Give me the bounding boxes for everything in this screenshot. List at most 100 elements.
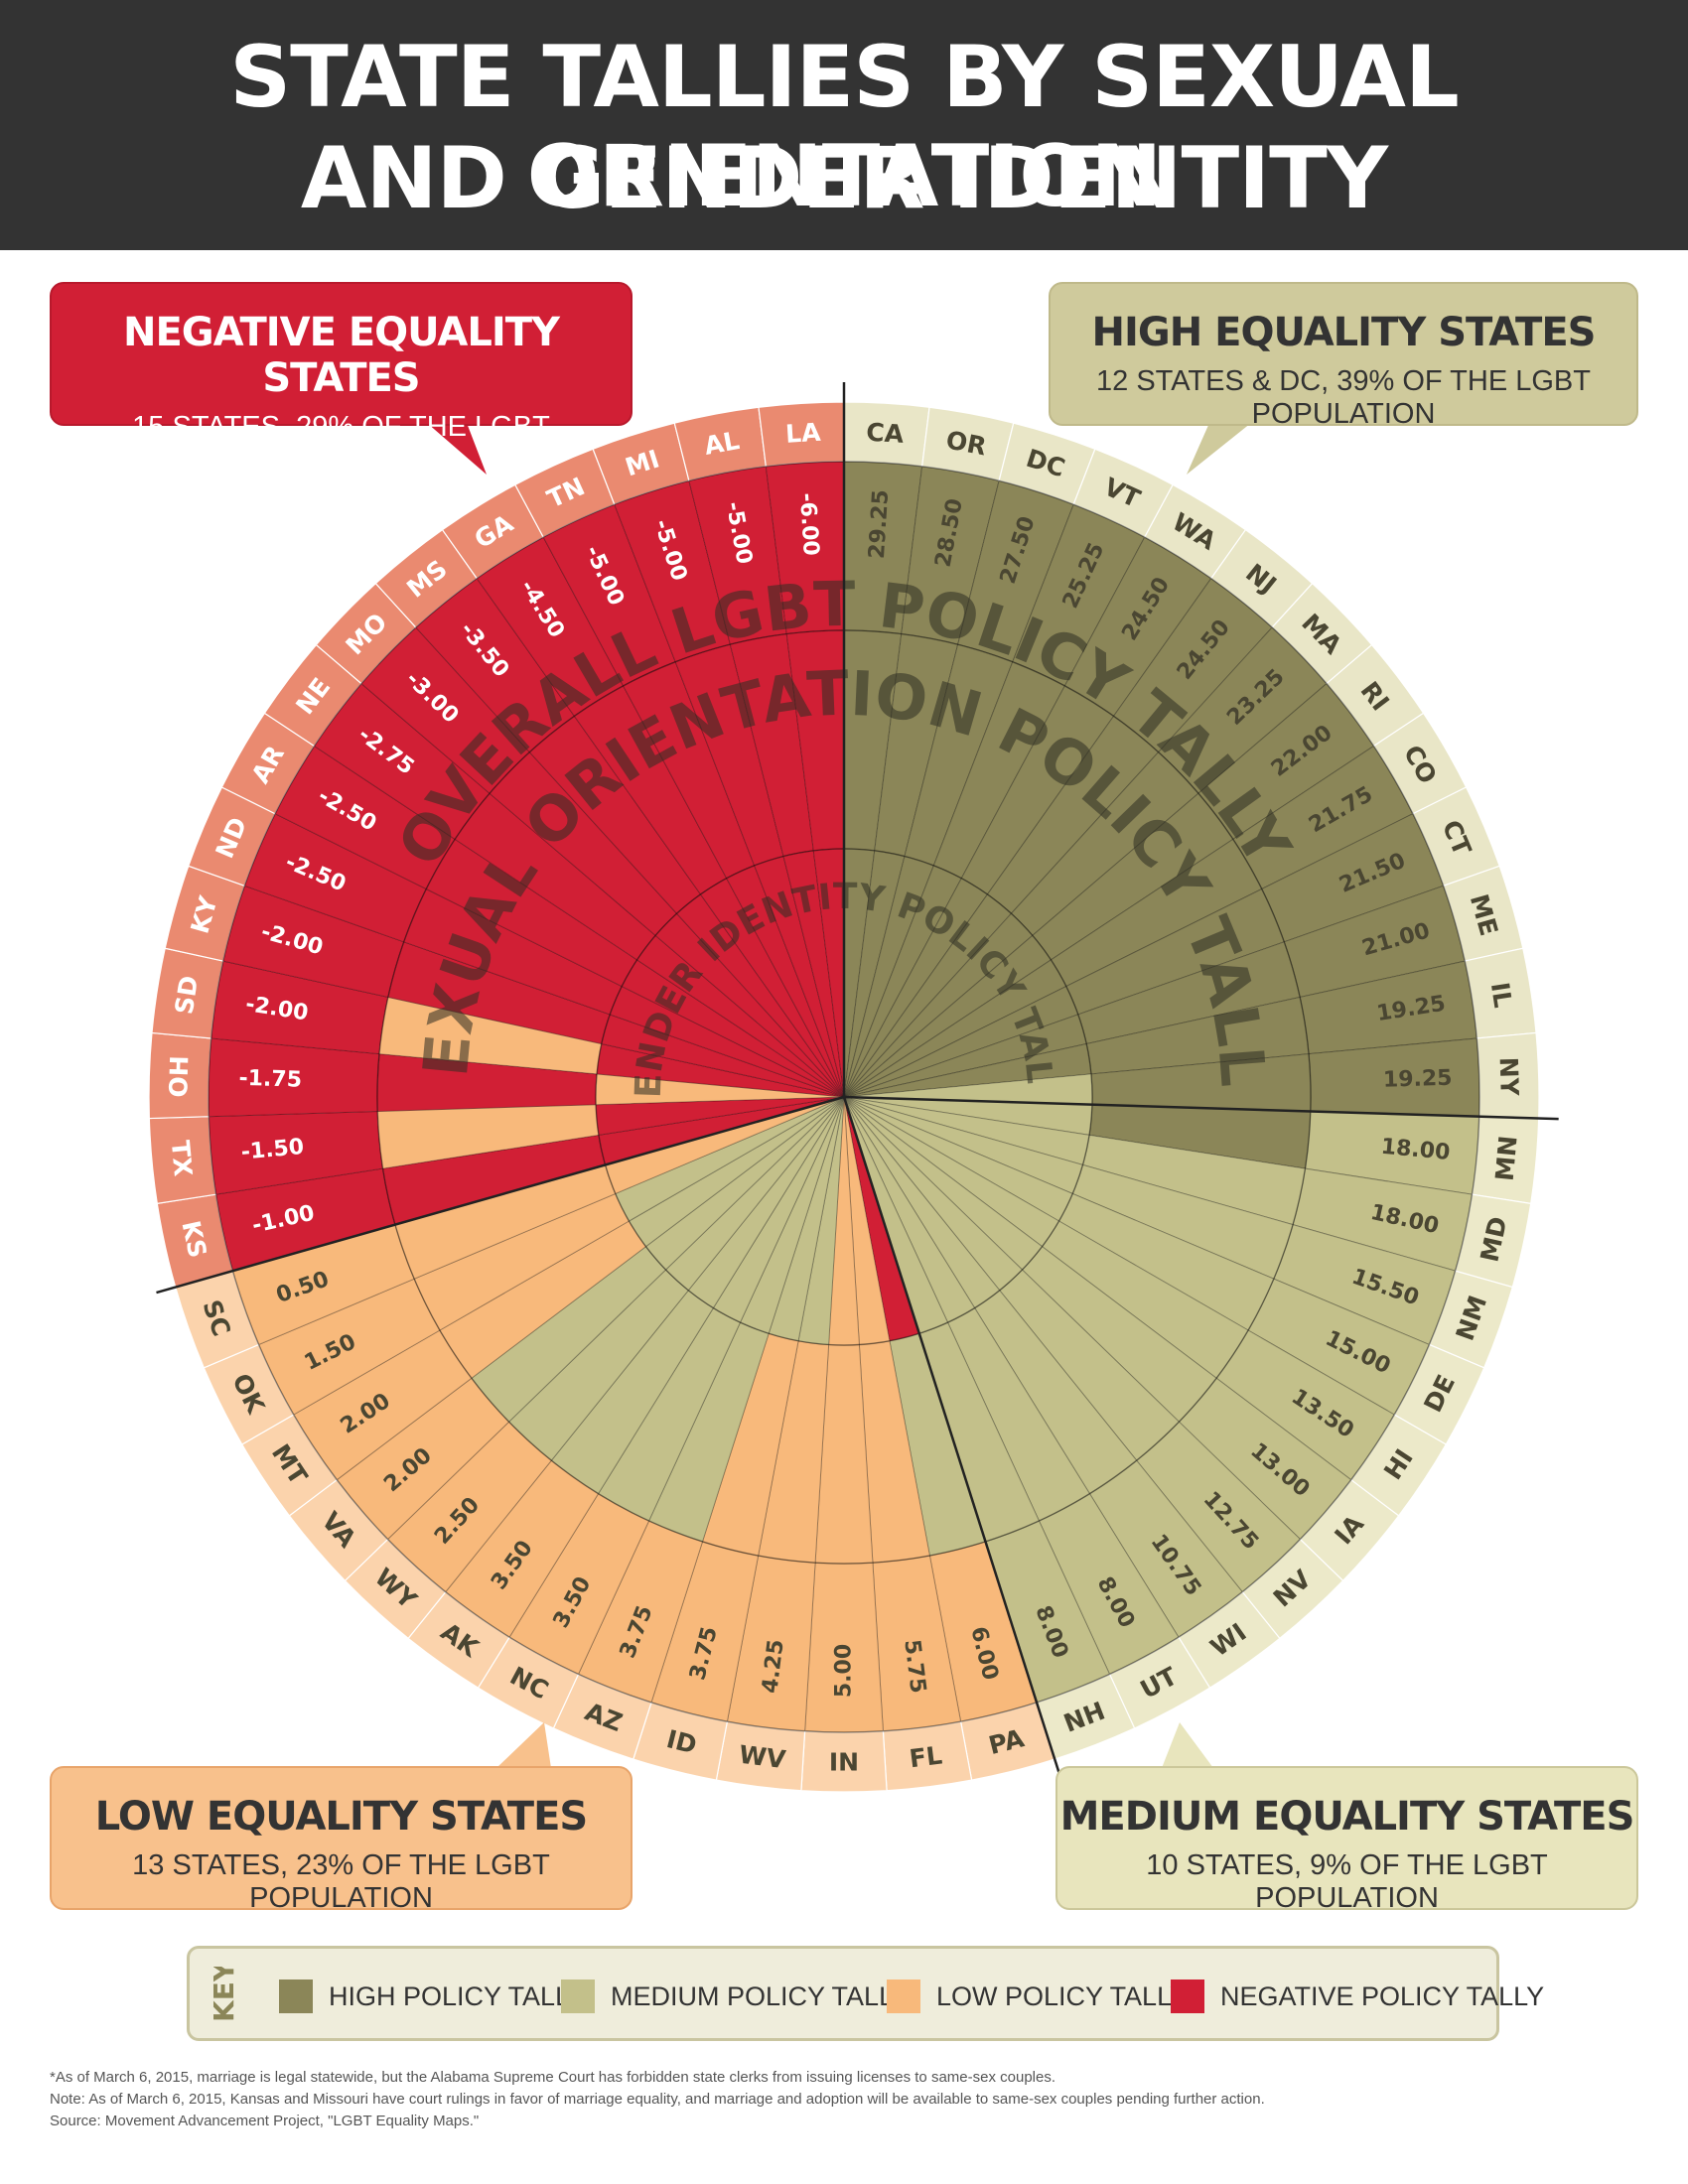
gender-identity-wedge-ak [687, 1096, 845, 1309]
legend-item-negative: NEGATIVE POLICY TALLY [1171, 1979, 1544, 2014]
callout-heading: HIGH EQUALITY STATES [1091, 310, 1597, 355]
gender-identity-wedge-ma [843, 912, 1034, 1098]
negative-equality-callout: NEGATIVE EQUALITY STATES 15 STATES, 29% … [50, 282, 633, 476]
gender-identity-wedge-oh [595, 1073, 845, 1106]
gender-identity-wedge-nv [843, 1096, 1024, 1292]
gender-identity-wedge-ne [635, 934, 845, 1098]
callout-heading: LOW EQUALITY STATES [94, 1794, 588, 1840]
gender-identity-wedge-ia [843, 1096, 1044, 1271]
state-label-tx: TX [166, 1139, 198, 1177]
state-label-sd: SD [170, 974, 205, 1017]
gender-identity-wedge-dc [843, 855, 934, 1098]
title-banner: STATE TALLIES BY SEXUAL ORIENTATION AND … [0, 0, 1688, 250]
gender-identity-wedge-wa [843, 878, 989, 1098]
callout-heading: NEGATIVE EQUALITY STATES [122, 310, 560, 401]
legend-item-low: LOW POLICY TALLY [887, 1979, 1188, 2014]
footnote-marriage: *As of March 6, 2015, marriage is legal … [50, 2069, 1055, 2086]
low-callout-pointer [496, 1722, 551, 1768]
state-label-id: ID [663, 1724, 699, 1759]
legend-swatch-negative [1171, 1979, 1204, 2013]
gender-identity-wedge-tx [595, 1096, 845, 1136]
state-label-la: LA [784, 418, 822, 449]
gender-identity-wedge-wi [843, 1096, 1001, 1309]
gender-identity-wedge-ms [675, 893, 845, 1098]
gender-identity-wedge-nj [843, 893, 1013, 1098]
low-equality-callout: LOW EQUALITY STATES 13 STATES, 23% OF TH… [50, 1766, 633, 1914]
gender-identity-wedge-vt [843, 865, 962, 1098]
legend-key: KEY HIGH POLICY TALLY MEDIUM POLICY TALL… [187, 1946, 1544, 2041]
chart-title-line-2: AND GENDER IDENTITY [300, 129, 1388, 228]
legend-label-low: LOW POLICY TALLY [936, 1980, 1189, 2011]
gender-identity-wedge-or [843, 850, 906, 1098]
state-label-fl: FL [908, 1740, 943, 1773]
key-label-text: KEY [208, 1967, 240, 2022]
state-label-ny: NY [1494, 1056, 1524, 1097]
group-divider-layer [156, 382, 1559, 1779]
tally-value-ny: 19.25 [1383, 1066, 1453, 1093]
state-label-in: IN [829, 1748, 859, 1777]
wedge-layer [148, 401, 1540, 1793]
key-label: KEY [208, 1967, 240, 2022]
callout-subheading: 15 STATES, 29% OF THE LGBT POPULATION [132, 411, 550, 476]
gender-identity-wedge-de [843, 1096, 1073, 1222]
state-label-ca: CA [866, 418, 906, 449]
gender-identity-wedge-id [768, 1096, 845, 1342]
gender-identity-wedge-mo [654, 912, 845, 1098]
medium-equality-callout: MEDIUM EQUALITY STATES 10 STATES, 9% OF … [1055, 1766, 1638, 1914]
legend-swatch-medium [561, 1979, 595, 2013]
gender-identity-wedge-me [843, 1014, 1087, 1098]
tally-value-in: 5.00 [832, 1644, 857, 1698]
state-label-al: AL [702, 426, 742, 461]
gender-identity-wedge-mi [754, 855, 845, 1098]
gender-identity-wedge-md [843, 1096, 1090, 1166]
chart-title-line-1: STATE TALLIES BY SEXUAL ORIENTATION [229, 28, 1460, 226]
gender-identity-wedge-sd [596, 1042, 845, 1098]
legend-swatch-high [279, 1979, 313, 2013]
gender-identity-wedge-in [828, 1096, 860, 1346]
gender-identity-wedge-wv [797, 1096, 845, 1346]
high-callout-pointer [1187, 423, 1251, 475]
group-divider-line [842, 1096, 1062, 1779]
footnote-source: Source: Movement Advancement Project, "L… [50, 2113, 480, 2129]
footnote-note: Note: As of March 6, 2015, Kansas and Mi… [50, 2091, 1265, 2108]
gender-identity-wedge-ct [843, 985, 1079, 1098]
callout-heading: MEDIUM EQUALITY STATES [1059, 1794, 1635, 1840]
legend-label-negative: NEGATIVE POLICY TALLY [1220, 1980, 1545, 2011]
callout-subheading: 12 STATES & DC, 39% OF THE LGBT POPULATI… [1096, 365, 1591, 430]
legend-item-high: HIGH POLICY TALLY [279, 1979, 586, 2014]
gender-identity-wedge-az [739, 1096, 845, 1334]
gender-identity-wedge-ut [843, 1096, 976, 1323]
tally-value-ca: 29.25 [865, 489, 894, 560]
high-equality-callout: HIGH EQUALITY STATES 12 STATES & DC, 39%… [1049, 282, 1638, 430]
gender-identity-wedge-nc [712, 1096, 845, 1323]
tally-value-tx: -1.50 [240, 1135, 305, 1165]
state-label-wv: WV [738, 1740, 788, 1775]
gender-identity-wedge-fl [843, 1096, 891, 1346]
group-divider-line [156, 1095, 845, 1295]
gender-identity-wedge-tn [726, 865, 845, 1098]
gender-identity-wedge-wy [664, 1096, 845, 1292]
gender-identity-wedge-nm [843, 1096, 1084, 1195]
gender-identity-wedge-ga [699, 878, 845, 1098]
gender-identity-wedge-ok [615, 1096, 845, 1222]
tally-value-la: -6.00 [794, 492, 823, 557]
callout-subheading: 13 STATES, 23% OF THE LGBT POPULATION [132, 1849, 550, 1914]
gender-identity-wedge-nd [609, 985, 845, 1098]
medium-callout-pointer [1162, 1722, 1213, 1768]
gender-identity-wedge-al [782, 850, 845, 1098]
gender-identity-wedge-mt [628, 1096, 845, 1248]
negative-callout-pointer [427, 423, 487, 475]
gender-identity-wedge-ar [621, 959, 845, 1098]
legend-label-medium: MEDIUM POLICY TALLY [611, 1980, 911, 2011]
gender-identity-wedge-il [843, 1042, 1092, 1098]
group-divider-line [843, 1095, 1559, 1121]
gender-identity-wedge-hi [843, 1096, 1060, 1248]
legend-swatch-low [887, 1979, 920, 2013]
gender-identity-wedge-va [644, 1096, 845, 1271]
callout-subheading: 10 STATES, 9% OF THE LGBT POPULATION [1146, 1849, 1548, 1914]
legend-item-medium: MEDIUM POLICY TALLY [561, 1979, 910, 2014]
state-label-mn: MN [1490, 1135, 1523, 1182]
gender-identity-wedge-ri [843, 934, 1053, 1098]
legend-label-high: HIGH POLICY TALLY [329, 1980, 587, 2011]
